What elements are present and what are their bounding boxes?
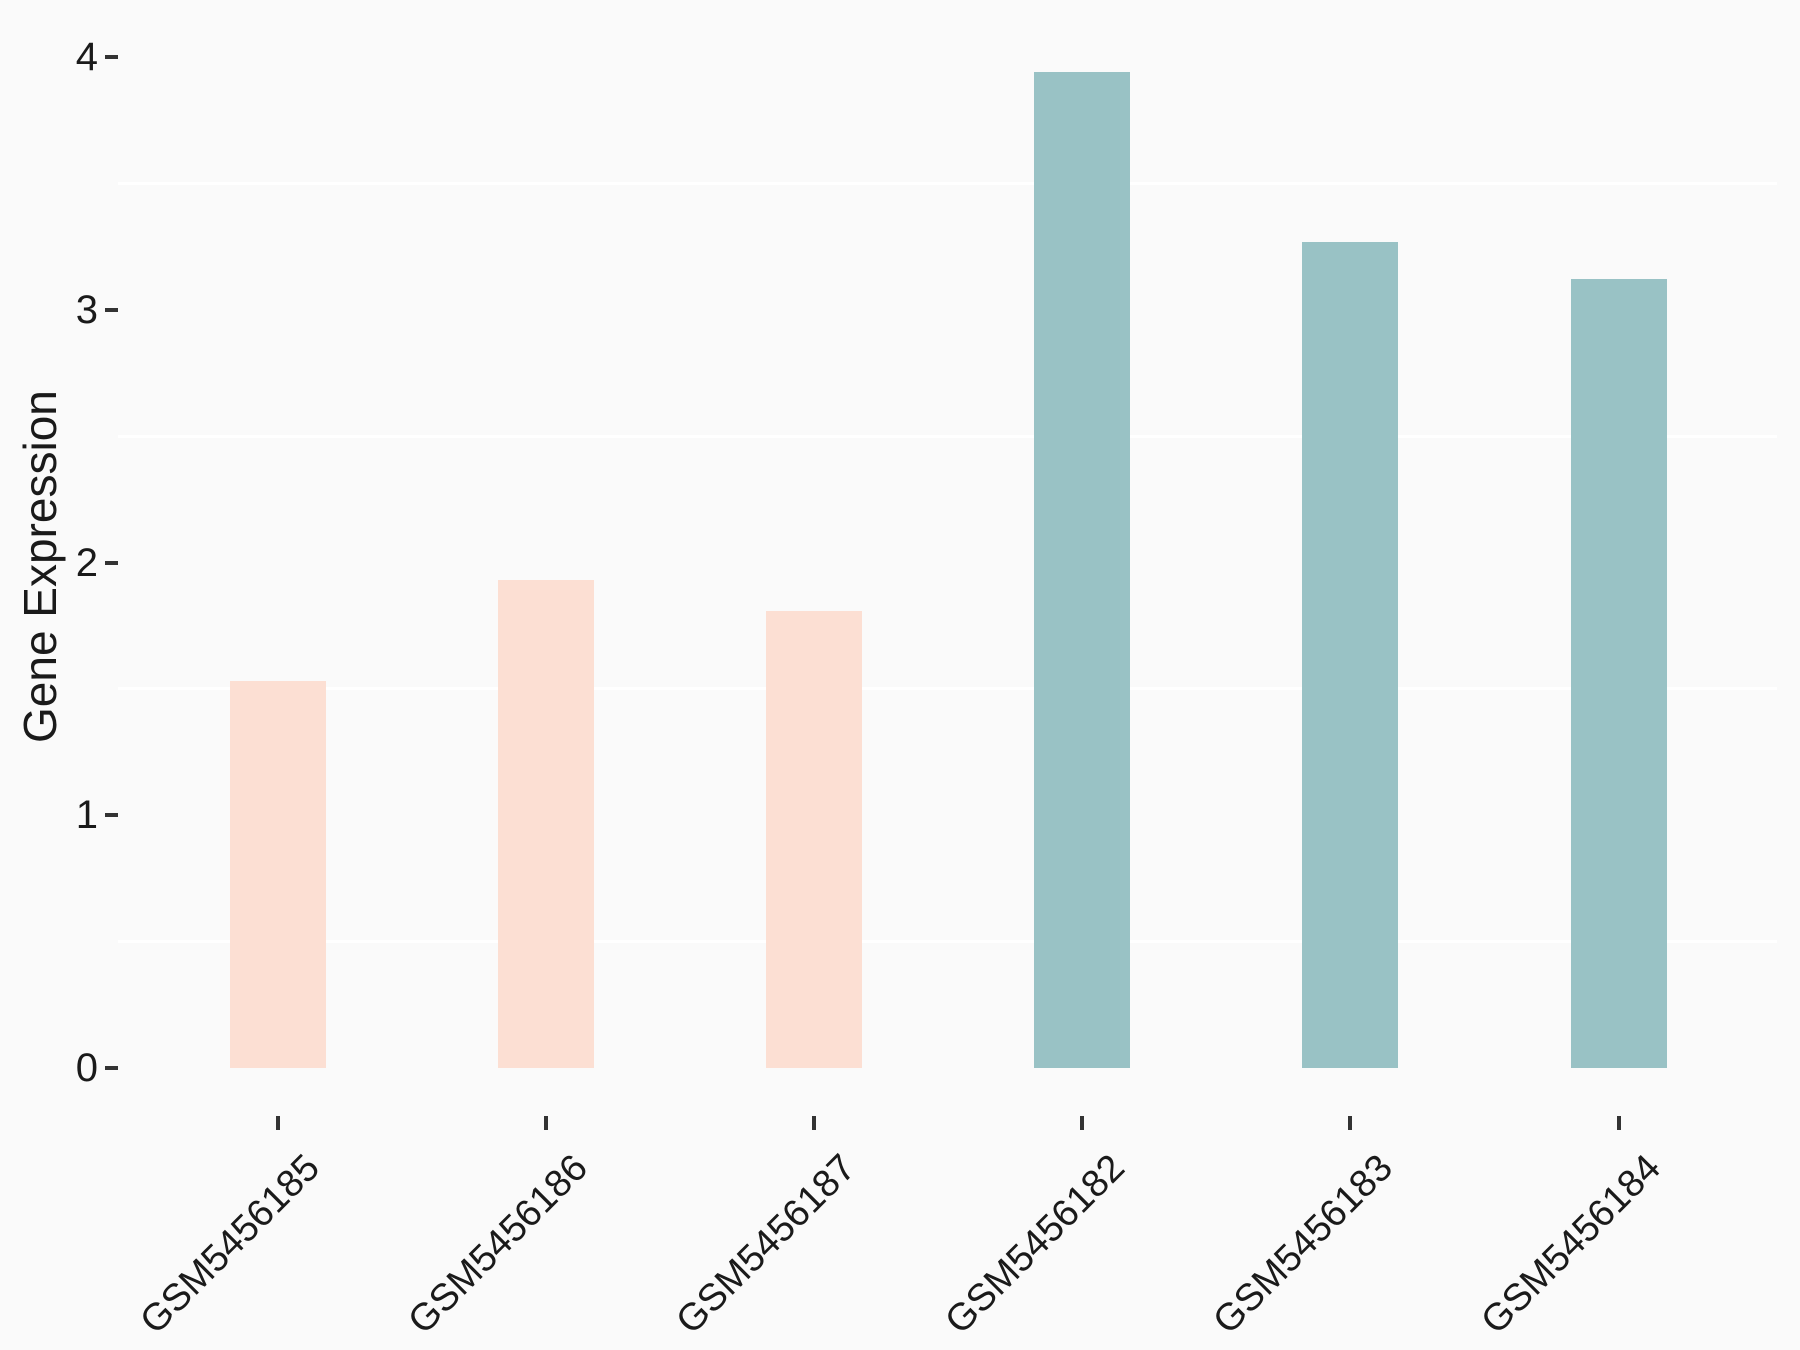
y-axis-tick-label: 4 [75,35,98,79]
y-axis-tick [105,55,118,59]
x-axis-tick [1616,1116,1621,1130]
x-axis-tick-label-GSM5456183: GSM5456183 [1205,1146,1401,1343]
minor-gridline [118,181,1777,185]
minor-gridline [118,434,1777,438]
x-axis-tick-label-GSM5456187: GSM5456187 [668,1146,865,1343]
bar-GSM5456187 [765,610,862,1068]
x-axis-tick [811,1116,816,1130]
x-axis-tick-label-GSM5456185: GSM5456185 [132,1146,328,1343]
x-axis-tick-label-GSM5456182: GSM5456182 [936,1146,1133,1343]
x-axis-tick-label-GSM5456184: GSM5456184 [1473,1146,1669,1343]
minor-gridline [118,687,1777,691]
minor-gridline [118,940,1777,944]
y-axis-tick-label: 3 [75,287,98,332]
bar-GSM5456184 [1570,279,1667,1068]
y-axis-tick [105,560,118,565]
x-axis-tick [1080,1116,1085,1130]
y-axis-tick [105,813,118,818]
y-axis-tick-label: 2 [75,540,98,585]
y-axis-tick-label: 0 [75,1046,98,1090]
bar-GSM5456183 [1302,241,1399,1068]
bar-GSM5456185 [229,681,326,1068]
x-axis-tick [275,1116,280,1130]
y-axis-tick [105,1066,118,1070]
y-axis-tick [105,307,118,312]
bar-GSM5456186 [497,580,594,1068]
bar-GSM5456182 [1034,72,1131,1068]
x-axis-tick [1348,1116,1353,1130]
x-axis-tick [543,1116,548,1130]
y-axis-tick-label: 1 [75,793,98,838]
x-axis-tick-label-GSM5456186: GSM5456186 [400,1146,597,1343]
